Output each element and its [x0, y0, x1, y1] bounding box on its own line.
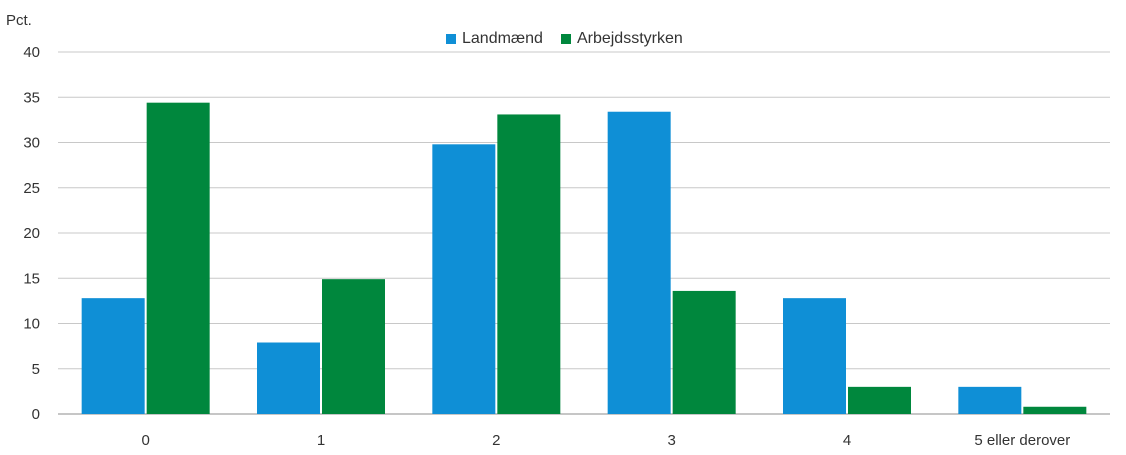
x-tick-label: 0 — [141, 432, 149, 449]
legend-label-landmaend: Landmænd — [462, 30, 543, 47]
bar-landmaend — [783, 298, 846, 414]
y-tick-label: 10 — [23, 316, 40, 333]
x-tick-label: 2 — [492, 432, 500, 449]
legend: Landmænd Arbejdsstyrken — [446, 30, 701, 48]
bar-landmaend — [958, 386, 1022, 414]
bar-landmaend — [607, 111, 671, 414]
bar-arbejdsstyrken — [1023, 406, 1087, 414]
x-tick-label: 5 eller derover — [974, 432, 1070, 449]
y-tick-label: 15 — [23, 270, 40, 287]
y-tick-label: 25 — [23, 180, 40, 197]
bar-arbejdsstyrken — [497, 114, 561, 414]
y-axis-label: Pct. — [6, 12, 32, 29]
legend-item-arbejdsstyrken: Arbejdsstyrken — [560, 30, 683, 48]
bar-landmaend — [81, 298, 145, 414]
y-tick-label: 5 — [32, 361, 40, 378]
y-tick-label: 35 — [23, 89, 40, 106]
bar-arbejdsstyrken — [146, 102, 210, 415]
x-tick-label: 1 — [317, 432, 325, 449]
bar-arbejdsstyrken — [322, 279, 385, 414]
bar-landmaend — [432, 144, 496, 414]
y-tick-label: 30 — [23, 135, 40, 152]
legend-swatch-arbejdsstyrken — [560, 34, 571, 44]
legend-item-landmaend: Landmænd — [446, 30, 543, 48]
y-tick-label: 20 — [23, 225, 40, 242]
bar-landmaend — [257, 342, 320, 414]
y-tick-label: 40 — [23, 44, 40, 61]
legend-swatch-landmaend — [446, 34, 456, 44]
bar-arbejdsstyrken — [672, 290, 736, 414]
legend-label-arbejdsstyrken: Arbejdsstyrken — [576, 30, 683, 47]
x-tick-label: 3 — [667, 432, 675, 449]
y-tick-label: 0 — [32, 406, 40, 423]
x-tick-label: 4 — [843, 432, 851, 449]
bar-arbejdsstyrken — [848, 386, 911, 414]
